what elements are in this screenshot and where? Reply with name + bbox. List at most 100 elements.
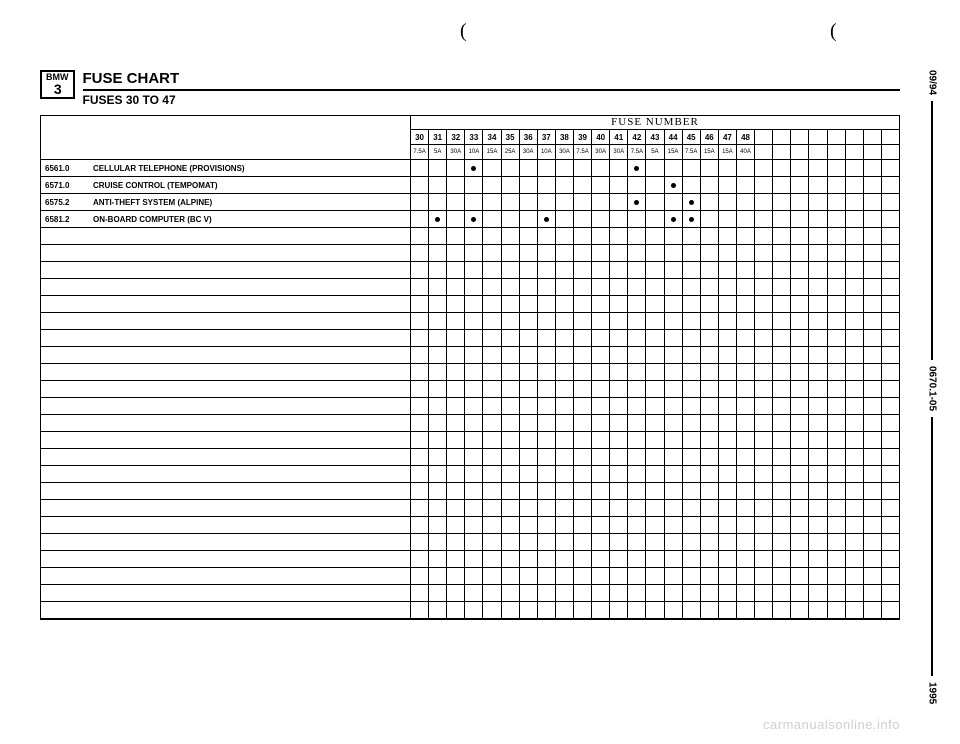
grid-cell: [556, 347, 574, 363]
grid-cell: [574, 330, 592, 346]
grid-cell: [556, 415, 574, 431]
grid-cell: [574, 398, 592, 414]
component-row: 6575.2ANTI-THEFT SYSTEM (ALPINE): [41, 194, 410, 211]
grid-cell: [538, 602, 556, 618]
grid-cell: [574, 228, 592, 244]
grid-cell: [828, 551, 846, 567]
grid-cell: [574, 415, 592, 431]
grid-cell: [411, 347, 429, 363]
grid-cell: [882, 585, 899, 601]
grid-cell: [809, 449, 827, 465]
grid-cell: [701, 585, 719, 601]
grid-cell: [882, 194, 899, 210]
page-content: BMW 3 FUSE CHART FUSES 30 TO 47 6561.0CE…: [40, 70, 900, 704]
grid-cell: [864, 585, 882, 601]
grid-cell: [628, 262, 646, 278]
grid-cell: [773, 262, 791, 278]
grid-cell: [665, 551, 683, 567]
grid-cell: [755, 347, 773, 363]
grid-cell: [429, 585, 447, 601]
grid-cell: [628, 483, 646, 499]
grid-cell: [701, 296, 719, 312]
grid-cell: [628, 160, 646, 176]
grid-cell: [846, 483, 864, 499]
grid-cell: [864, 330, 882, 346]
grid-cell: [864, 415, 882, 431]
grid-cell: [628, 415, 646, 431]
grid-cell: [701, 177, 719, 193]
grid-cell: [846, 313, 864, 329]
grid-cell: [773, 347, 791, 363]
grid-cell: [701, 568, 719, 584]
grid-cell: [701, 262, 719, 278]
fuse-amp-cell: 5A: [646, 145, 664, 159]
grid-cell: [646, 551, 664, 567]
fuse-number-cell: 37: [538, 130, 556, 144]
grid-cell: [846, 194, 864, 210]
grid-cell: [646, 160, 664, 176]
grid-cell: [719, 466, 737, 482]
grid-cell: [628, 211, 646, 227]
dot-icon: [689, 200, 694, 205]
grid-cell: [628, 585, 646, 601]
grid-cell: [864, 466, 882, 482]
fuse-number-cell: 30: [411, 130, 429, 144]
grid-cell: [665, 313, 683, 329]
grid-cell: [828, 415, 846, 431]
grid-cell: [556, 228, 574, 244]
grid-cell: [719, 279, 737, 295]
grid-cell: [828, 432, 846, 448]
grid-cell: [683, 245, 701, 261]
grid-cell: [592, 483, 610, 499]
dot-icon: [544, 217, 549, 222]
component-code: 6561.0: [45, 164, 83, 173]
grid-cell: [809, 415, 827, 431]
grid-cell: [773, 398, 791, 414]
fuse-amp-cell: 7.5A: [574, 145, 592, 159]
grid-cell: [646, 500, 664, 516]
grid-cell: [737, 466, 755, 482]
grid-cell: [646, 449, 664, 465]
fuse-number-cell: 43: [646, 130, 664, 144]
grid-cell: [574, 194, 592, 210]
grid-row: [411, 262, 899, 279]
grid-cell: [411, 500, 429, 516]
grid-cell: [574, 313, 592, 329]
grid-cell: [665, 432, 683, 448]
grid-cell: [864, 568, 882, 584]
grid-cell: [755, 313, 773, 329]
grid-cell: [809, 483, 827, 499]
grid-cell: [465, 500, 483, 516]
grid-cell: [646, 245, 664, 261]
grid-cell: [520, 500, 538, 516]
grid-cell: [864, 534, 882, 550]
fuse-amp-cell: 10A: [538, 145, 556, 159]
grid-row: [411, 466, 899, 483]
grid-cell: [864, 194, 882, 210]
grid-cell: [411, 551, 429, 567]
grid-cell: [665, 194, 683, 210]
titles: FUSE CHART FUSES 30 TO 47: [83, 70, 901, 107]
grid-cell: [538, 245, 556, 261]
grid-cell: [483, 534, 501, 550]
grid-cell: [628, 347, 646, 363]
grid-cell: [665, 347, 683, 363]
grid-cell: [592, 211, 610, 227]
grid-cell: [646, 194, 664, 210]
grid-cell: [828, 160, 846, 176]
grid-cell: [556, 500, 574, 516]
grid-cell: [628, 296, 646, 312]
grid-cell: [828, 585, 846, 601]
grid-cell: [665, 160, 683, 176]
grid-cell: [809, 534, 827, 550]
grid-cell: [483, 194, 501, 210]
grid-cell: [447, 432, 465, 448]
grid-cell: [846, 381, 864, 397]
grid-cell: [809, 177, 827, 193]
grid-cell: [846, 228, 864, 244]
grid-cell: [610, 483, 628, 499]
side-date: 09/94: [927, 70, 938, 95]
grid-cell: [628, 602, 646, 618]
grid-cell: [755, 483, 773, 499]
grid-cell: [755, 296, 773, 312]
